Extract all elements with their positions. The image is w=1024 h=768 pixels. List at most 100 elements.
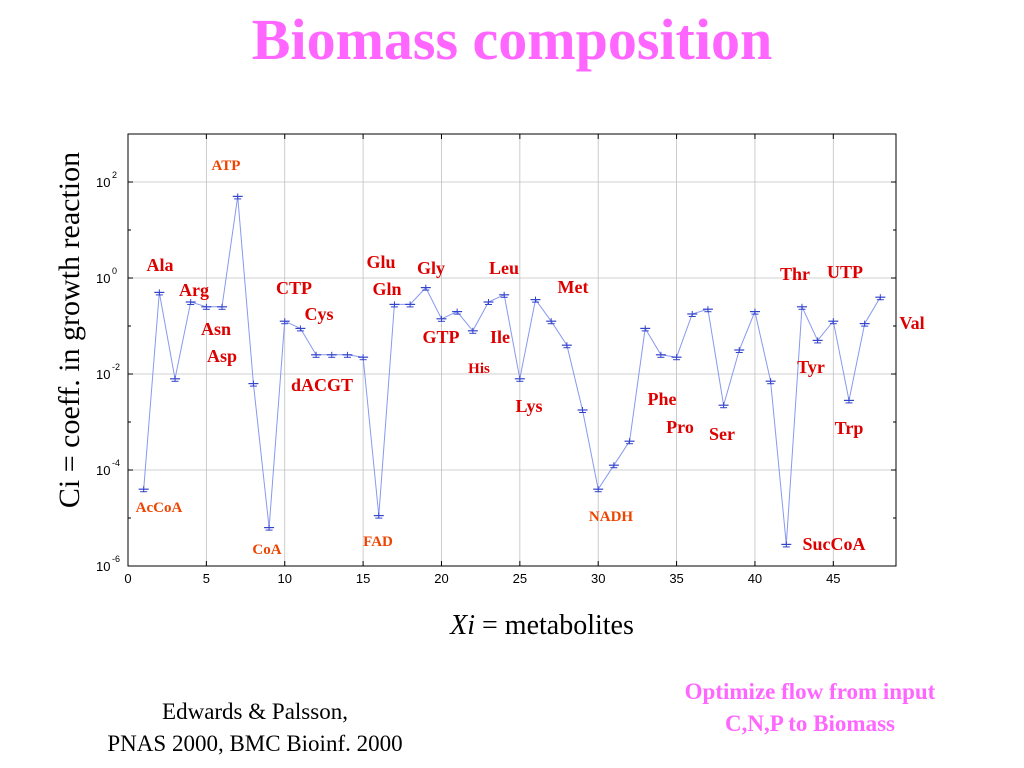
metabolite-label-leu: Leu: [489, 258, 519, 278]
metabolite-label-lys: Lys: [515, 396, 542, 416]
data-point: [609, 462, 619, 468]
data-point: [233, 193, 243, 199]
x-tick-label: 10: [278, 571, 292, 586]
data-point: [593, 486, 603, 492]
y-tick-exponent: 0: [112, 266, 117, 276]
metabolite-label-fad: FAD: [363, 534, 393, 550]
data-point: [389, 301, 399, 307]
note-line-2: C,N,P to Biomass: [630, 708, 990, 740]
metabolite-label-succoa: SucCoA: [802, 534, 865, 554]
metabolite-label-met: Met: [558, 277, 589, 297]
data-point: [170, 376, 180, 382]
y-tick-label: 10: [96, 463, 110, 478]
metabolite-label-coa: CoA: [252, 542, 281, 558]
metabolite-label-cys: Cys: [304, 304, 333, 324]
metabolite-label-accoa: AcCoA: [136, 500, 183, 516]
data-point: [468, 328, 478, 334]
data-point: [217, 304, 227, 310]
data-point: [719, 402, 729, 408]
data-point: [672, 354, 682, 360]
x-tick-label: 25: [513, 571, 527, 586]
data-point: [311, 352, 321, 358]
data-point: [452, 309, 462, 315]
citation-line-1: Edwards & Palsson,: [60, 696, 450, 728]
metabolite-label-ser: Ser: [709, 424, 735, 444]
data-point: [358, 354, 368, 360]
data-point: [499, 292, 509, 298]
metabolite-label-val: Val: [899, 313, 924, 333]
metabolite-label-dacgt: dACGT: [291, 375, 353, 395]
y-tick-exponent: -2: [112, 362, 120, 372]
data-point: [687, 311, 697, 317]
data-point: [813, 337, 823, 343]
metabolite-label-phe: Phe: [648, 389, 677, 409]
data-point: [578, 407, 588, 413]
metabolite-label-thr: Thr: [780, 264, 810, 284]
x-tick-label: 35: [669, 571, 683, 586]
metabolite-label-ctp: CTP: [276, 278, 312, 298]
data-point: [562, 342, 572, 348]
x-tick-label: 45: [826, 571, 840, 586]
metabolite-label-asp: Asp: [207, 346, 237, 366]
data-point: [342, 352, 352, 358]
y-tick-exponent: -6: [112, 554, 120, 564]
metabolite-label-tyr: Tyr: [797, 357, 825, 377]
y-tick-label: 10: [96, 175, 110, 190]
series-line: [144, 196, 881, 544]
note-line-1: Optimize flow from input: [630, 676, 990, 708]
data-point: [327, 352, 337, 358]
plot-frame: [128, 134, 896, 566]
optimization-note: Optimize flow from input C,N,P to Biomas…: [630, 676, 990, 740]
data-point: [280, 318, 290, 324]
data-point: [201, 304, 211, 310]
data-point: [750, 309, 760, 315]
y-tick-exponent: 2: [112, 170, 117, 180]
data-point: [640, 325, 650, 331]
y-tick-label: 10: [96, 271, 110, 286]
y-axis-label: Ci = coeff. in growth reaction: [53, 152, 87, 508]
data-point: [766, 378, 776, 384]
metabolite-label-gtp: GTP: [422, 327, 459, 347]
data-point: [797, 304, 807, 310]
data-point: [703, 306, 713, 312]
data-point: [844, 397, 854, 403]
metabolite-label-nadh: NADH: [589, 509, 633, 525]
data-point: [625, 438, 635, 444]
data-point: [374, 513, 384, 519]
metabolite-label-trp: Trp: [835, 418, 864, 438]
y-tick-exponent: -4: [112, 458, 120, 468]
y-tick-label: 10: [96, 367, 110, 382]
x-tick-label: 0: [124, 571, 131, 586]
x-tick-label: 15: [356, 571, 370, 586]
biomass-chart: 0 5 10 15 20 25 30 35 40 4510-610-410-2100102 ATP…: [0, 0, 1024, 768]
data-point: [139, 486, 149, 492]
data-point: [154, 289, 164, 295]
data-point: [248, 381, 258, 387]
citation: Edwards & Palsson, PNAS 2000, BMC Bioinf…: [60, 696, 450, 760]
metabolite-label-asn: Asn: [201, 319, 231, 339]
data-point: [875, 294, 885, 300]
data-point: [264, 525, 274, 531]
data-point: [781, 541, 791, 547]
grid-layer: [128, 134, 896, 566]
x-tick-label: 20: [434, 571, 448, 586]
data-point: [531, 297, 541, 303]
metabolite-label-glu: Glu: [366, 252, 395, 272]
x-tick-label: 30: [591, 571, 605, 586]
citation-line-2: PNAS 2000, BMC Bioinf. 2000: [60, 728, 450, 760]
metabolite-label-ala: Ala: [147, 255, 174, 275]
metabolite-label-utp: UTP: [827, 262, 863, 282]
metabolite-label-pro: Pro: [666, 417, 694, 437]
x-tick-label: 40: [748, 571, 762, 586]
data-point: [734, 347, 744, 353]
x-tick-label: 5: [203, 571, 210, 586]
data-point: [546, 318, 556, 324]
data-point: [656, 352, 666, 358]
metabolite-label-gln: Gln: [372, 279, 401, 299]
metabolite-label-gly: Gly: [417, 258, 445, 278]
data-point: [860, 321, 870, 327]
data-point: [421, 285, 431, 291]
x-axis-label: Xi = metabolites: [0, 610, 1024, 642]
metabolite-label-atp: ATP: [212, 158, 241, 174]
metabolite-label-his: His: [468, 361, 490, 377]
